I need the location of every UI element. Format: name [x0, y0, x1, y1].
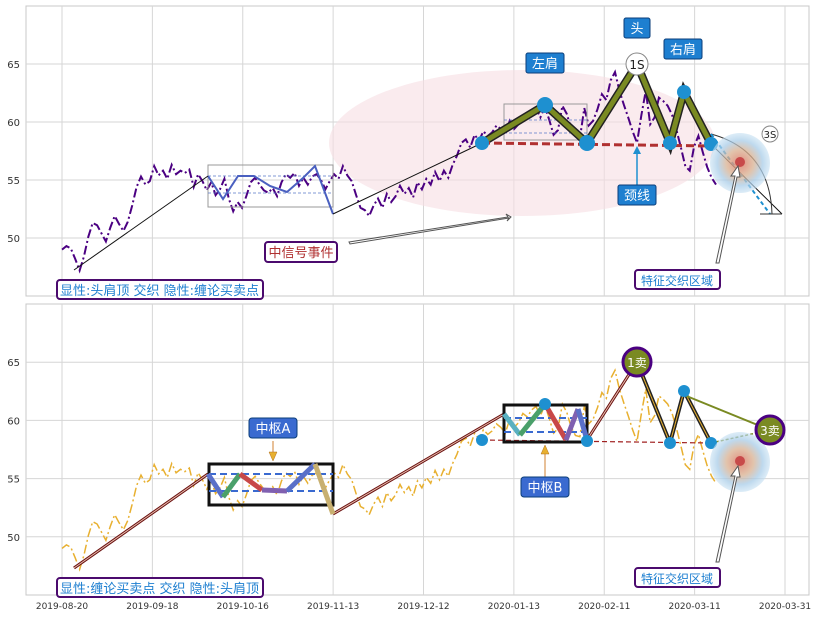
bottom-panel: 50 55 60 65	[7, 303, 810, 598]
svg-text:中信号事件: 中信号事件	[268, 246, 333, 261]
bottom-pivot-b-seg5	[575, 408, 590, 441]
x-tick-label: 2020-03-11	[668, 602, 720, 612]
svg-text:中枢B: 中枢B	[528, 481, 563, 496]
svg-text:显性:头肩顶 交织 隐性:缠论买卖点: 显性:头肩顶 交织 隐性:缠论买卖点	[60, 283, 259, 299]
bottom-plot-area	[25, 303, 810, 596]
top-3s-label: 3S	[764, 130, 777, 141]
bottom-pivot-a-seg5	[285, 462, 317, 493]
bottom-price-series	[61, 368, 717, 572]
y-tick-label: 50	[7, 234, 20, 245]
x-tick-label: 2019-10-16	[217, 602, 270, 612]
x-tick-label: 2019-11-13	[307, 602, 359, 612]
top-main-label: 显性:头肩顶 交织 隐性:缠论买卖点	[56, 279, 264, 300]
y-tick-label: 55	[7, 176, 20, 187]
top-trend-up-1	[73, 175, 209, 271]
bottom-trend-up-2-inner	[332, 413, 505, 515]
bottom-1sell-label: 1卖	[627, 356, 647, 370]
top-1s-label: 1S	[629, 58, 644, 72]
bottom-neckline	[481, 439, 712, 444]
bottom-grid	[26, 304, 809, 595]
bottom-zone-center	[735, 456, 745, 466]
y-tick-label: 65	[7, 358, 20, 369]
y-tick-label: 60	[7, 118, 20, 129]
top-neckline-tag: 颈线	[617, 184, 657, 206]
top-zone-center	[735, 157, 745, 167]
top-1s-bubble	[625, 52, 649, 76]
bottom-pivot-b-seg1	[502, 412, 522, 437]
bottom-marker-6	[705, 437, 717, 449]
y-tick-label: 60	[7, 416, 20, 427]
bottom-3sell-badge	[754, 414, 786, 446]
top-marker-mid-neck	[579, 135, 595, 151]
svg-text:特征交织区域: 特征交织区域	[641, 571, 713, 586]
top-neckline-arrowhead	[633, 146, 641, 154]
x-tick-label: 2020-01-13	[488, 602, 540, 612]
x-tick-label: 2019-08-20	[36, 602, 89, 612]
bottom-pivot-b-seg2	[518, 402, 547, 437]
bottom-3sell-label: 3卖	[760, 424, 780, 438]
bottom-pivot-a-arrowhead	[268, 451, 278, 462]
top-neckline	[481, 141, 712, 148]
x-tick-label: 2019-09-18	[126, 602, 179, 612]
x-tick-label: 2020-03-31	[759, 602, 811, 612]
bottom-pivot-a-seg1	[205, 472, 226, 499]
bottom-marker-5	[678, 385, 690, 397]
top-event-arrow	[348, 213, 512, 245]
svg-text:头: 头	[630, 22, 643, 37]
bottom-pivot-a-seg3	[238, 471, 264, 493]
bottom-y-ticks: 50 55 60 65	[7, 358, 20, 544]
x-axis-ticks: 2019-08-20 2019-09-18 2019-10-16 2019-11-13…	[36, 602, 811, 612]
y-tick-label: 50	[7, 533, 20, 544]
top-head-tag: 头	[623, 17, 651, 39]
bottom-pivot-a-seg6	[312, 463, 336, 515]
top-event-label: 中信号事件	[264, 241, 338, 263]
top-3s-bubble	[761, 125, 779, 143]
y-tick-label: 65	[7, 60, 20, 71]
bottom-marker-1	[476, 434, 488, 446]
svg-text:显性:缠论买卖点 交织 隐性:头肩顶: 显性:缠论买卖点 交织 隐性:头肩顶	[60, 581, 259, 597]
x-tick-label: 2020-02-11	[578, 602, 630, 612]
y-tick-label: 55	[7, 475, 20, 486]
top-pivot-a-strokes	[207, 164, 334, 215]
bottom-pivot-b-tag: 中枢B	[520, 476, 570, 498]
top-zone-arrow	[715, 164, 741, 264]
bottom-pivot-a-seg2	[220, 472, 243, 499]
bottom-zone-label: 特征交织区域	[634, 567, 721, 588]
svg-text:中枢A: 中枢A	[256, 422, 291, 437]
svg-text:左肩: 左肩	[532, 56, 558, 72]
svg-text:右肩: 右肩	[670, 42, 696, 58]
top-marker-left-shoulder	[537, 97, 553, 113]
top-left-shoulder-tag: 左肩	[525, 52, 565, 74]
svg-text:特征交织区域: 特征交织区域	[641, 273, 713, 288]
bottom-marker-2	[539, 398, 551, 410]
top-y-ticks: 50 55 60 65	[7, 60, 20, 245]
bottom-pivot-box-a	[207, 462, 335, 507]
top-pivot-box-a	[207, 164, 334, 208]
bottom-1sell-badge	[621, 346, 653, 378]
top-marker-left-neck	[475, 136, 489, 150]
bottom-main-label: 显性:缠论买卖点 交织 隐性:头肩顶	[56, 577, 264, 598]
bottom-marker-3	[581, 435, 593, 447]
bottom-pivot-b-seg4	[563, 408, 581, 441]
top-right-shoulder-tag: 右肩	[663, 38, 703, 60]
bottom-pivot-b-arrowhead	[540, 444, 550, 455]
bottom-trend-up-1-inner	[73, 473, 209, 569]
bottom-marker-4	[664, 437, 676, 449]
bottom-pivot-a-tag: 中枢A	[248, 417, 298, 439]
bottom-trend-down-inner	[636, 361, 712, 445]
bottom-pivot-a-seg4	[261, 487, 288, 494]
top-marker-right-shoulder	[677, 85, 691, 99]
top-price-series	[61, 69, 717, 274]
svg-text:颈线: 颈线	[624, 189, 650, 204]
x-tick-label: 2019-12-12	[397, 602, 449, 612]
bottom-zone-arrow	[715, 464, 741, 563]
top-panel: 50 55 60 65	[7, 5, 810, 300]
bottom-pivot-b-seg3	[542, 402, 569, 442]
top-marker-right-neck	[663, 136, 677, 150]
top-zone-label: 特征交织区域	[634, 269, 721, 290]
